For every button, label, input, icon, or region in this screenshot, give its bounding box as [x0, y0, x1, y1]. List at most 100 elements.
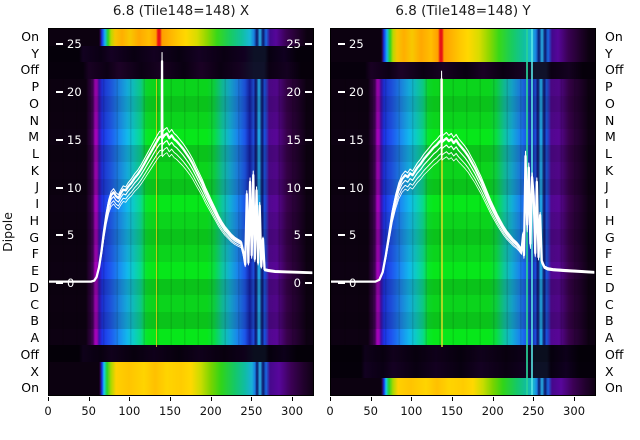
dipole-row-label-d: D [605, 279, 615, 295]
x-tick-label: 50 [81, 404, 96, 418]
dipole-row-label-n: N [29, 112, 39, 128]
power-tick-value: 5 [67, 228, 75, 243]
x-tick-label: 150 [159, 404, 181, 418]
dipole-row-label-on: On [605, 380, 623, 396]
tick-dash [56, 186, 63, 189]
x-tick-label: 200 [481, 404, 504, 418]
power-tick-label: 0 [338, 276, 356, 290]
curve-trace [331, 105, 595, 283]
tick-dash [56, 282, 63, 284]
power-tick-value: 20 [349, 85, 364, 99]
dipole-row-label-m: M [605, 129, 616, 145]
dipole-row-label-x: X [605, 363, 614, 379]
heatmap-row-off [331, 62, 595, 79]
heatmap-row-on [49, 378, 313, 395]
power-tick-label: 15 [56, 133, 82, 147]
heatmap-row-l [331, 145, 595, 163]
heatmap-row-d [49, 278, 313, 296]
dipole-row-label-off: Off [20, 62, 39, 78]
heatmap-row-a [49, 328, 313, 346]
tick-dash [56, 138, 63, 141]
tick-dash [305, 282, 312, 284]
tick-dash [305, 234, 312, 237]
tick-dash [338, 282, 345, 284]
dipole-row-label-l: L [32, 146, 39, 161]
dipole-row-label-g: G [29, 229, 39, 245]
heatmap-row-off [331, 345, 595, 362]
tick-dash [338, 186, 345, 189]
power-tick-value: 25 [349, 37, 364, 52]
power-tick-value: 5 [293, 228, 301, 243]
power-tick-label: 25 [56, 37, 82, 51]
tick-dash [338, 91, 345, 93]
heatmap-row-f [331, 245, 595, 262]
dipole-labels-left: On Y Off P O N M L K J I H G F E D C B A Off X On [0, 28, 44, 396]
tick-dash [305, 91, 312, 93]
dipole-row-label-k: K [30, 162, 39, 178]
x-tick-label: 0 [44, 404, 52, 418]
heatmap-row-on [49, 29, 313, 46]
power-tick-value: 10 [349, 180, 364, 195]
power-tick-value: 0 [67, 276, 75, 290]
power-tick-label: 0 [294, 276, 312, 290]
dipole-row-label-b: B [30, 313, 39, 329]
dipole-row-label-p: P [605, 79, 613, 95]
heatmap-row-e [49, 261, 313, 279]
dipole-row-label-f: F [605, 246, 613, 262]
x-tick-label: 100 [118, 404, 141, 418]
tick-dash [56, 234, 63, 237]
heatmap-row-n [49, 112, 313, 129]
dipole-row-label-l: L [605, 146, 612, 161]
power-tick-label: 5 [294, 228, 312, 242]
heatmap-row-y [331, 45, 595, 63]
heatmap-row-m [49, 128, 313, 146]
power-tick-label: 20 [56, 85, 82, 99]
heatmap-panel-x: 25 25 20 20 15 15 10 10 5 5 0 0 [48, 28, 314, 396]
heatmap-row-c [331, 295, 595, 312]
dipole-row-label-e: E [31, 263, 39, 279]
heatmap-row-c [49, 295, 313, 312]
heatmap-row-e [331, 261, 595, 279]
power-tick-value: 0 [293, 276, 301, 290]
x-tick-label: 250 [240, 404, 263, 418]
power-tick-value: 25 [67, 37, 82, 52]
dipole-row-label-p: P [31, 79, 39, 95]
x-tick-label: 100 [400, 404, 423, 418]
power-tick-value: 20 [286, 85, 301, 99]
dipole-row-label-a: A [30, 330, 39, 346]
dipole-row-label-j: J [35, 179, 39, 195]
heatmap-row-on [331, 378, 595, 395]
power-tick-label: 15 [338, 133, 364, 147]
x-tick-mark [210, 397, 212, 401]
dipole-row-label-g: G [605, 229, 615, 245]
dipole-row-label-x: X [30, 363, 39, 379]
dipole-row-label-b: B [605, 313, 614, 329]
power-tick-label: 0 [56, 276, 74, 290]
tick-dash [56, 43, 63, 46]
curve-trace [331, 88, 595, 283]
power-tick-label: 25 [338, 37, 364, 51]
heatmap-row-p [331, 78, 595, 96]
tick-dash [338, 43, 345, 46]
x-tick-mark [370, 397, 372, 401]
dipole-row-label-m: M [28, 129, 39, 145]
x-tick-mark [411, 397, 413, 401]
heatmap-row-o [331, 95, 595, 113]
dipole-row-label-off: Off [20, 346, 39, 362]
x-tick-mark [533, 397, 535, 401]
x-tick-label: 300 [281, 404, 304, 418]
dipole-row-label-off: Off [605, 62, 624, 78]
heatmap-row-y [49, 45, 313, 63]
heatmap-row-b [49, 311, 313, 329]
curve-trace [331, 70, 595, 283]
x-tick-mark [48, 397, 49, 401]
dipole-row-label-j: J [605, 179, 609, 195]
heatmap-row-a [331, 328, 595, 346]
tick-dash [305, 186, 312, 189]
power-tick-label: 25 [286, 37, 312, 51]
power-tick-value: 15 [67, 132, 82, 147]
x-tick-mark [452, 397, 454, 401]
power-tick-label: 5 [56, 228, 74, 242]
curve-trace [49, 89, 313, 283]
